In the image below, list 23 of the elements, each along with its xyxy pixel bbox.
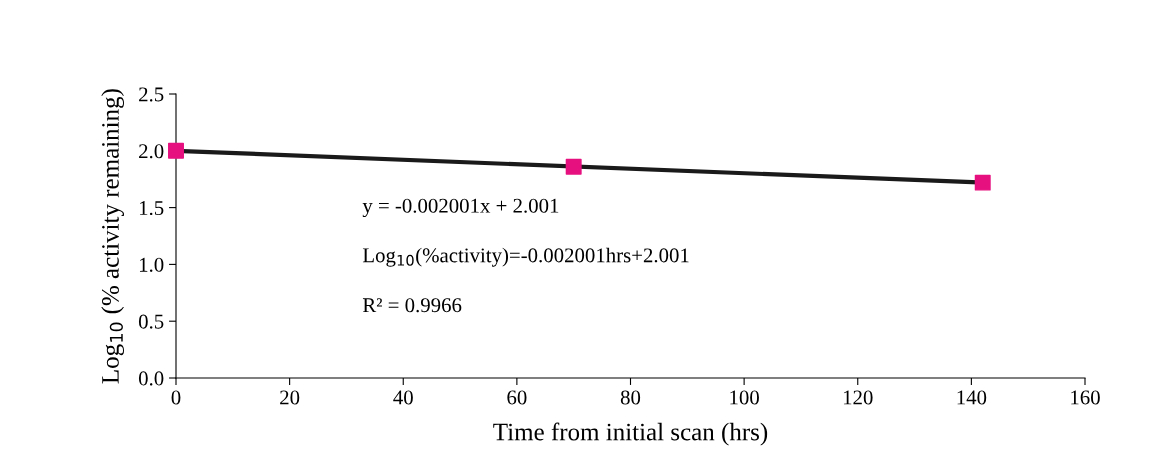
- x-axis-title: Time from initial scan (hrs): [493, 422, 768, 446]
- x-tick-label: 140: [957, 390, 987, 405]
- x-tick-label: 100: [730, 390, 759, 405]
- x-tick-label: 20: [280, 390, 300, 405]
- annotation: R² = 0.9966: [362, 298, 462, 313]
- x-tick-label: 160: [1071, 390, 1100, 405]
- y-tick-label: 0.0: [138, 371, 164, 386]
- x-tick-label: 120: [843, 390, 873, 405]
- point: [565, 158, 582, 175]
- y-tick-label: 0.5: [138, 314, 164, 329]
- y-tick-label: 1.5: [139, 201, 164, 216]
- y-axis-title: Log$_{10}$ (% activity remaining): [101, 89, 125, 384]
- x-tick-label: 80: [620, 390, 641, 405]
- y-tick-label: 1.0: [139, 257, 164, 272]
- y-tick-label: 2.5: [139, 87, 164, 102]
- annotation: Log$_{10}$(%activity)=-0.002001hrs+2.001: [362, 247, 689, 267]
- x-tick-label: 0: [171, 390, 181, 405]
- point: [974, 174, 991, 191]
- y-tick-label: 2.0: [139, 144, 164, 159]
- point: [168, 142, 184, 159]
- x-tick-label: 60: [507, 390, 527, 405]
- annotation: y = -0.002001x + 2.001: [362, 198, 559, 218]
- x-tick-label: 40: [393, 390, 413, 405]
